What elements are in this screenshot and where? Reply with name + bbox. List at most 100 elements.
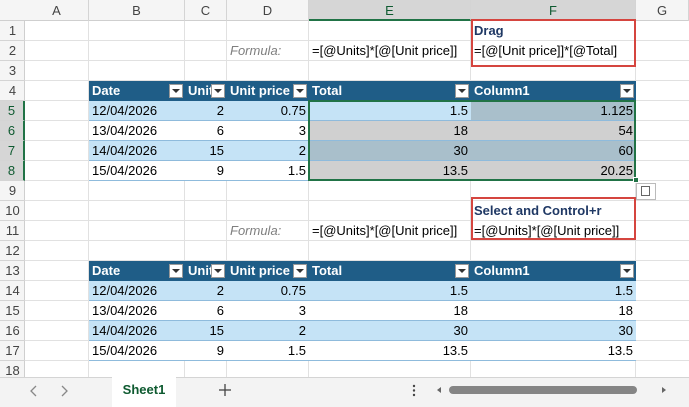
table-cell-text: 1.5 [287,163,306,178]
formula-text: =[@Units]*[@[Unit price]] [312,223,458,238]
table-cell-text: 1.125 [600,103,633,118]
table-cell-text: 15/04/2026 [92,163,158,178]
table-cell [309,101,471,121]
filter-arrow [214,269,222,273]
grid-line [25,240,689,241]
filter-arrow [623,89,631,93]
table-cell-text: 18 [453,123,468,138]
table-header [471,261,636,281]
filter-arrow [172,89,180,93]
table-cell [309,301,471,321]
row-header: 10 [0,201,25,221]
table-cell-text: 13/04/2026 [92,303,158,318]
annotation-label: Drag [474,23,504,38]
hscroll-left[interactable] [437,387,441,393]
table-header-text: Date [92,83,121,98]
table-cell [89,121,185,141]
table-header-text: Total [312,263,343,278]
table-cell-text: 6 [216,123,224,138]
table-cell-text: 20.25 [600,163,633,178]
table-cell-text: 3 [298,303,306,318]
table-cell [309,321,471,341]
table-cell-text: 13.5 [607,343,633,358]
hscroll-thumb[interactable] [449,386,637,394]
fill-handle[interactable] [633,177,639,183]
formula-label: Formula: [230,223,282,238]
table-cell [309,341,471,361]
table-cell [227,321,309,341]
column-header: B [89,0,185,21]
more-dot[interactable] [412,384,416,388]
table-cell-text: 2 [298,323,306,338]
table-cell [185,281,227,301]
table-cell-text: 14/04/2026 [92,143,158,158]
table-cell-text: 13/04/2026 [92,123,158,138]
table-cell [89,281,185,301]
table-cell [89,341,185,361]
row-header: 3 [0,61,25,81]
table-header [89,81,185,101]
filter-arrow [458,89,466,93]
row-header: 13 [0,261,25,281]
table-cell [185,141,227,161]
table-cell-text: 30 [453,143,468,158]
table-cell-text: 0.75 [280,103,306,118]
hscroll-right[interactable] [662,387,666,393]
table-cell-text: 13.5 [442,343,468,358]
row-header: 4 [0,81,25,101]
column-header: G [636,0,689,21]
row-header: 8 [0,161,25,181]
row-header: 14 [0,281,25,301]
table-cell [89,301,185,321]
grid-line [25,220,689,221]
formula-text: =[@Units]*[@[Unit price]] [312,43,458,58]
table-cell-text: 18 [618,303,633,318]
sheet-tab[interactable]: Sheet1 [112,377,176,407]
table-cell [185,101,227,121]
more-dot[interactable] [412,389,416,392]
grid-line [470,21,471,377]
table-cell-text: 1.5 [449,103,468,118]
table-cell-text: 30 [618,323,633,338]
more-dot[interactable] [412,393,416,397]
table-cell [185,301,227,321]
table-cell-text: 1.5 [449,283,468,298]
table-cell [227,341,309,361]
row-header: 9 [0,181,25,201]
row-header: 7 [0,141,25,161]
table-cell-text: 0.75 [280,283,306,298]
column-header: D [227,0,309,21]
filter-arrow [296,269,304,273]
grid-line [25,80,689,81]
table-cell [227,301,309,321]
grid-line [88,21,89,377]
grid-line [25,260,689,261]
column-header: E [309,0,471,21]
table-cell [471,321,636,341]
grid-line [226,21,227,377]
table-cell [227,121,309,141]
column-header: C [185,0,227,21]
table-cell-text: 2 [216,283,224,298]
table-header [227,81,309,101]
table-cell [89,161,185,181]
table-cell-text: 18 [453,303,468,318]
table-header-text: Unit price [230,83,290,98]
table-cell [185,161,227,181]
table-cell-text: 54 [618,123,633,138]
column-header: A [25,0,89,21]
table-header [89,261,185,281]
row-header: 11 [0,221,25,241]
tab-bar-icons [30,384,666,402]
row-header: 2 [0,41,25,61]
table-cell [185,321,227,341]
table-cell [227,161,309,181]
scroll-right-arrow[interactable] [61,385,68,397]
scroll-left-arrow[interactable] [30,385,37,397]
row-header: 5 [0,101,25,121]
filter-arrow [296,89,304,93]
table-cell [227,101,309,121]
formula-label: Formula: [230,43,282,58]
table-cell-text: 14/04/2026 [92,323,158,338]
table-header [309,261,471,281]
